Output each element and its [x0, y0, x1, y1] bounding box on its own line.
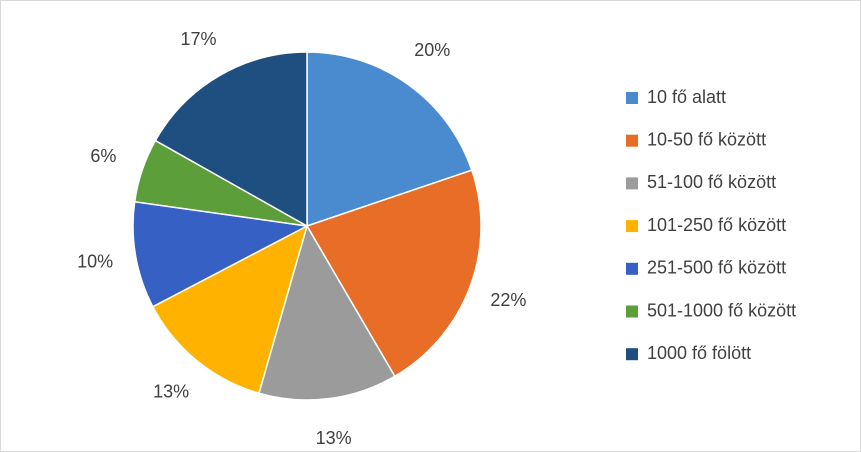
pie-slice	[306, 51, 473, 228]
data-label: 10%	[77, 251, 113, 271]
pie-slice	[257, 224, 396, 401]
data-label: 20%	[414, 40, 450, 60]
legend-swatch	[626, 262, 638, 275]
legend-label: 251-500 fő között	[647, 258, 786, 278]
pie-slice	[132, 200, 310, 308]
legend-swatch	[626, 134, 638, 147]
legend-label: 10-50 fő között	[647, 129, 766, 149]
legend-label: 10 fő alatt	[647, 87, 726, 107]
legend-swatch	[626, 348, 638, 361]
data-label: 6%	[90, 146, 116, 166]
pie-slice	[154, 51, 308, 228]
legend-swatch	[626, 305, 638, 318]
pie-slice	[305, 169, 482, 378]
data-label: 17%	[181, 29, 217, 49]
legend-label: 501-1000 fő között	[647, 300, 796, 320]
legend-swatch	[626, 220, 638, 233]
data-label: 13%	[153, 381, 189, 401]
legend-swatch	[626, 92, 638, 104]
legend-label: 101-250 fő között	[647, 215, 786, 235]
legend-swatch	[626, 177, 638, 190]
pie-slice	[151, 224, 309, 395]
data-label: 13%	[316, 428, 352, 448]
data-label: 22%	[490, 290, 526, 310]
legend-label: 51-100 fő között	[647, 172, 776, 192]
legend-label: 1000 fő fölött	[647, 343, 751, 363]
